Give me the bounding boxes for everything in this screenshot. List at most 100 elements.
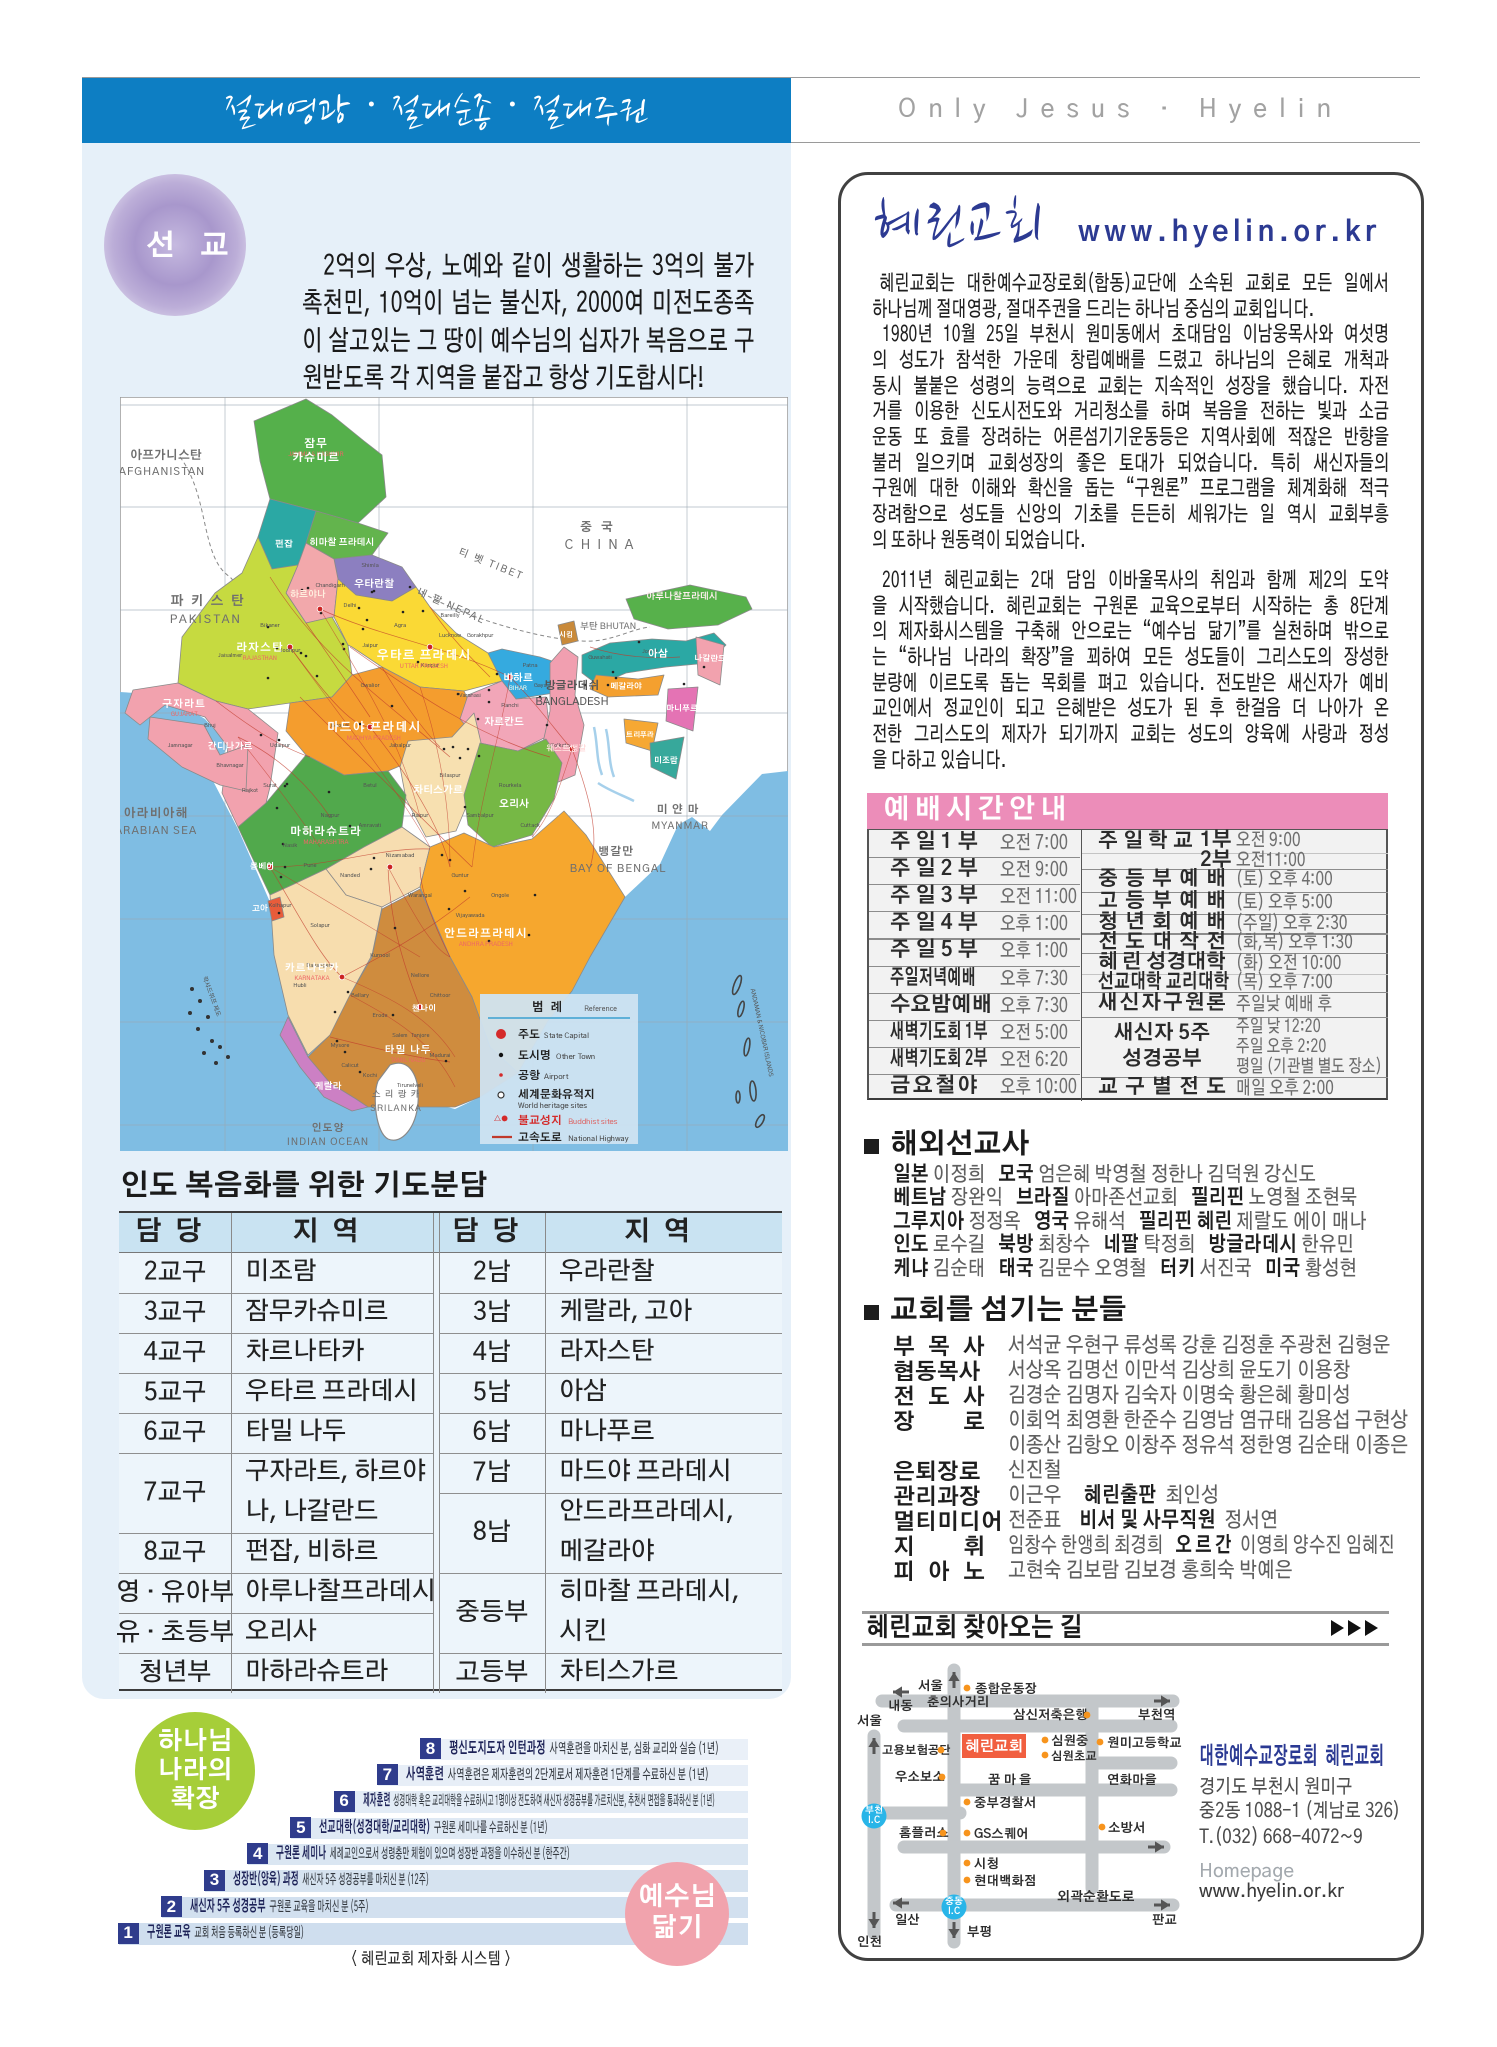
svg-text:부탄 BHUTAN: 부탄 BHUTAN (580, 621, 636, 631)
svg-text:Bhuj: Bhuj (204, 723, 216, 729)
svg-text:TAMIL NADU: TAMIL NADU (389, 1058, 426, 1064)
svg-text:Jaisalmer: Jaisalmer (217, 653, 242, 659)
svg-text:방글라데쉬: 방글라데쉬 (545, 679, 600, 692)
svg-text:연화마을: 연화마을 (1107, 1773, 1157, 1787)
svg-text:차티스가르: 차티스가르 (413, 784, 463, 796)
svg-text:I.C: I.C (868, 1816, 881, 1825)
svg-text:Nasik: Nasik (283, 843, 297, 849)
svg-text:Mysore: Mysore (331, 1043, 351, 1049)
svg-text:혜린교회: 혜린교회 (965, 1738, 1023, 1754)
svg-text:ARABIAN SEA: ARABIAN SEA (120, 826, 197, 837)
svg-text:Kanpur: Kanpur (421, 663, 439, 669)
svg-text:Gorakhpur: Gorakhpur (467, 633, 494, 639)
svg-text:불교성지: 불교성지 (518, 1114, 562, 1127)
svg-text:Nizamabad: Nizamabad (386, 853, 414, 859)
svg-text:서울: 서울 (857, 1714, 882, 1728)
svg-text:심원중: 심원중 (1051, 1734, 1088, 1748)
svg-text:구자라트: 구자라트 (162, 698, 206, 710)
svg-text:PAKISTAN: PAKISTAN (170, 614, 242, 626)
svg-text:라자스탄: 라자스탄 (236, 641, 284, 654)
svg-text:시청: 시청 (974, 1857, 999, 1871)
svg-text:Varanasi: Varanasi (459, 693, 481, 699)
svg-text:마니푸르: 마니푸르 (666, 704, 698, 713)
svg-text:안드라프라데시: 안드라프라데시 (444, 927, 528, 940)
svg-text:스 리 랑 카: 스 리 랑 카 (372, 1089, 421, 1099)
svg-text:Erode: Erode (373, 1013, 389, 1019)
svg-text:도시명: 도시명 (518, 1049, 551, 1062)
svg-text:Jorhat: Jorhat (641, 649, 658, 655)
svg-text:Jabalpur: Jabalpur (388, 743, 411, 749)
svg-text:외곽순환도로: 외곽순환도로 (1057, 1890, 1135, 1904)
svg-text:세계문화유적지: 세계문화유적지 (518, 1088, 595, 1101)
svg-text:Jamnagar: Jamnagar (166, 743, 192, 749)
svg-text:일산: 일산 (895, 1913, 920, 1927)
svg-text:하르야나: 하르야나 (290, 589, 326, 599)
svg-text:Chittoor: Chittoor (430, 993, 451, 999)
svg-text:National Highway: National Highway (568, 1135, 629, 1143)
svg-text:중부경찰서: 중부경찰서 (974, 1796, 1036, 1810)
svg-text:BAY OF BENGAL: BAY OF BENGAL (570, 864, 667, 875)
svg-text:Betul: Betul (363, 783, 376, 789)
svg-text:비하르: 비하르 (503, 672, 533, 684)
svg-text:Ranchi: Ranchi (501, 703, 518, 709)
svg-text:Gaya: Gaya (534, 683, 548, 689)
svg-text:뱅갈만: 뱅갈만 (598, 845, 634, 858)
svg-text:UTTAR PRADESH: UTTAR PRADESH (400, 664, 448, 670)
svg-text:간디나가르: 간디나가르 (208, 741, 253, 751)
svg-text:나갈란드: 나갈란드 (694, 653, 726, 663)
svg-text:부천역: 부천역 (1138, 1708, 1175, 1722)
svg-text:Amravati: Amravati (358, 823, 382, 829)
svg-text:중 국: 중 국 (580, 521, 616, 534)
svg-text:원미고등학교: 원미고등학교 (1107, 1736, 1182, 1750)
svg-text:현대백화점: 현대백화점 (974, 1874, 1036, 1888)
svg-text:Kolhapur: Kolhapur (269, 903, 292, 909)
svg-text:내동: 내동 (888, 1699, 913, 1713)
svg-text:Patna: Patna (523, 663, 539, 669)
svg-text:몸베이: 몸베이 (250, 862, 274, 871)
svg-text:Buddhist sites: Buddhist sites (568, 1118, 618, 1126)
svg-text:KARNATAKA: KARNATAKA (294, 976, 329, 982)
svg-text:서울: 서울 (918, 1679, 943, 1693)
svg-text:종합운동장: 종합운동장 (975, 1682, 1037, 1696)
svg-text:State Capital: State Capital (543, 1032, 589, 1040)
svg-text:시킴: 시킴 (559, 631, 573, 639)
svg-text:오리사: 오리사 (499, 798, 529, 810)
svg-text:Delhi: Delhi (343, 603, 356, 609)
svg-text:첸나이: 첸나이 (412, 1004, 436, 1013)
svg-text:꿈 마 을: 꿈 마 을 (988, 1773, 1031, 1787)
svg-text:춘의사거리: 춘의사거리 (927, 1695, 989, 1709)
svg-text:우타르 프라데시: 우타르 프라데시 (377, 648, 472, 662)
svg-text:△●: △● (494, 1114, 508, 1123)
svg-text:Bilaspur: Bilaspur (440, 773, 461, 779)
svg-text:MADHYA PRADESH: MADHYA PRADESH (347, 736, 401, 742)
svg-text:Reference: Reference (584, 1005, 618, 1013)
svg-text:고용보험공단: 고용보험공단 (882, 1744, 951, 1757)
svg-text:Chandigarh: Chandigarh (315, 583, 344, 589)
svg-text:MYANMAR: MYANMAR (651, 821, 708, 832)
svg-text:Tirunelveli: Tirunelveli (397, 1083, 423, 1089)
svg-text:마드야 프라데시: 마드야 프라데시 (327, 720, 422, 734)
svg-text:Davangere: Davangere (306, 963, 334, 969)
svg-text:GS스퀘어: GS스퀘어 (974, 1827, 1029, 1841)
svg-text:Solapur: Solapur (310, 923, 329, 929)
svg-text:Gwalior: Gwalior (360, 683, 379, 689)
svg-text:Bareilly: Bareilly (440, 613, 459, 619)
svg-text:미 얀 마: 미 얀 마 (656, 803, 699, 816)
svg-text:Nellore: Nellore (411, 973, 430, 979)
svg-text:Bhopal: Bhopal (331, 723, 349, 729)
svg-text:Salem: Salem (392, 1033, 408, 1039)
svg-text:Kolkata: Kolkata (550, 743, 570, 749)
svg-text:Kochi: Kochi (363, 1073, 377, 1079)
svg-text:부평: 부평 (967, 1925, 992, 1939)
svg-text:Ongole: Ongole (491, 893, 510, 899)
svg-text:Bellary: Bellary (351, 993, 369, 999)
svg-text:홈플러스: 홈플러스 (899, 1826, 949, 1840)
svg-text:MAHARASHTRA: MAHARASHTRA (304, 840, 349, 846)
svg-text:Pune: Pune (304, 863, 318, 869)
svg-text:Warangal: Warangal (408, 893, 432, 899)
svg-text:트리푸라: 트리푸라 (626, 731, 654, 739)
svg-text:타밀 나두: 타밀 나두 (384, 1044, 431, 1056)
svg-text:우타란찰: 우타란찰 (354, 578, 394, 590)
svg-text:삼신저축은행: 삼신저축은행 (1013, 1708, 1088, 1722)
svg-text:Rourkela: Rourkela (499, 783, 522, 789)
